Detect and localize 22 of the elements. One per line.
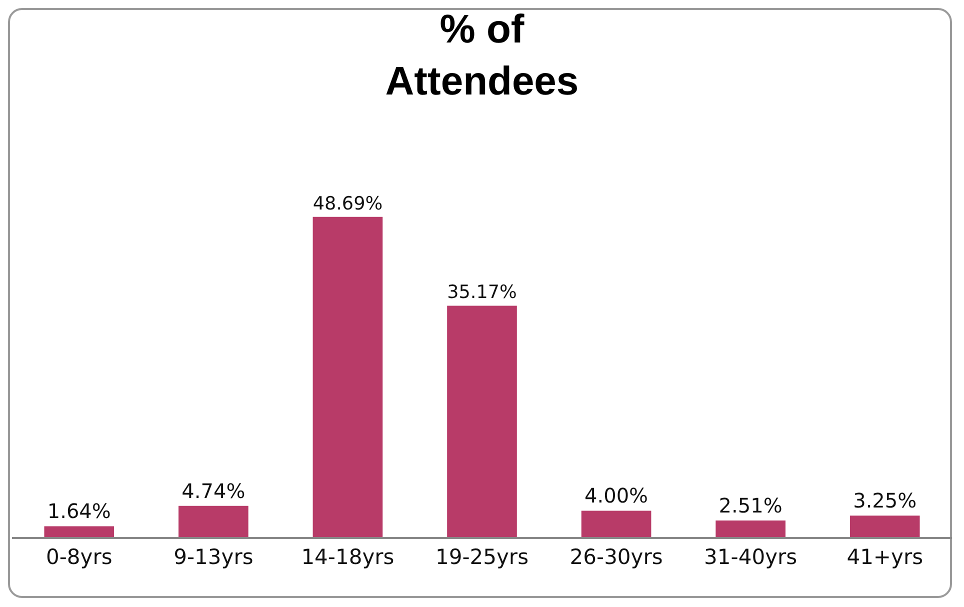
x-tick-label: 31-40yrs [704, 545, 798, 570]
x-tick-label: 41+yrs [846, 545, 924, 570]
bar [716, 520, 786, 537]
x-tick-label: 14-18yrs [301, 545, 394, 570]
bar [581, 510, 652, 537]
data-label: 2.51% [718, 494, 782, 518]
x-tick-label: 26-30yrs [570, 545, 663, 570]
data-label: 35.17% [447, 282, 517, 304]
data-label: 48.69% [312, 193, 383, 214]
data-label: 1.64% [47, 499, 111, 524]
bar [850, 516, 920, 537]
x-tick-label: 0-8yrs [46, 545, 112, 570]
data-label: 4.74% [182, 478, 246, 503]
bar [447, 306, 517, 537]
bar [312, 216, 383, 537]
data-label: 3.25% [853, 488, 917, 513]
x-tick-label: 9-13yrs [174, 545, 254, 570]
bar [178, 506, 248, 537]
chart-title: % of Attendees [385, 7, 579, 104]
x-tick-label: 19-25yrs [435, 545, 529, 570]
data-label: 4.00% [584, 484, 648, 508]
bar [44, 526, 114, 537]
